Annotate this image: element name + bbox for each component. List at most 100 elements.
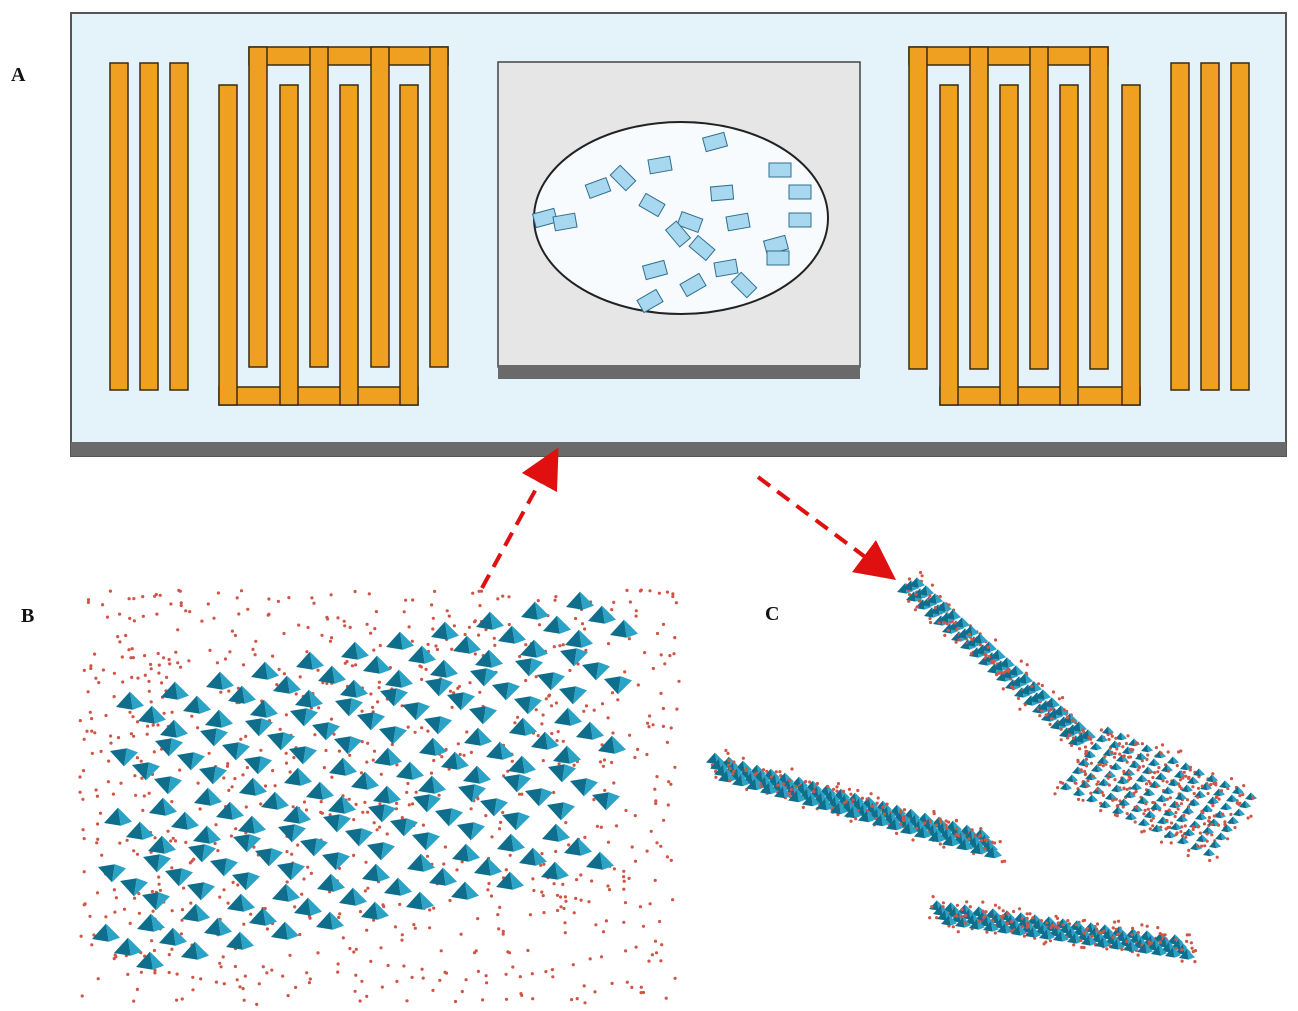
atom-icon	[885, 802, 889, 806]
atom-icon	[881, 805, 885, 809]
tetrahedron-icon	[474, 857, 491, 876]
atom-icon	[1099, 801, 1103, 805]
atom-icon	[826, 785, 830, 789]
atom-icon	[1174, 946, 1178, 951]
atom-icon	[440, 755, 444, 759]
tetrahedron-icon	[933, 905, 943, 916]
tetrahedron-face-icon	[230, 801, 244, 820]
atom-icon	[1079, 938, 1083, 943]
atom-icon	[1017, 907, 1022, 911]
atom-icon	[551, 975, 555, 979]
atom-icon	[985, 930, 989, 934]
tetrahedron-icon	[542, 823, 559, 842]
atom-icon	[1152, 771, 1157, 775]
tetrahedron-icon	[206, 671, 223, 690]
atom-icon	[336, 616, 340, 620]
tetrahedron-face-icon	[466, 843, 480, 862]
atom-icon	[1125, 939, 1129, 944]
atom-icon	[1215, 855, 1219, 859]
tetrahedron-face-icon	[1159, 945, 1167, 956]
atom-icon	[288, 953, 292, 957]
atom-icon	[95, 841, 99, 845]
atom-icon	[1242, 784, 1246, 788]
atom-icon	[132, 849, 136, 853]
atom-icon	[1114, 927, 1118, 931]
atom-icon	[649, 829, 653, 833]
atom-icon	[774, 770, 778, 774]
sample-pad	[497, 61, 861, 379]
tetrahedron-face-icon	[1124, 798, 1130, 807]
tetrahedron-icon	[1137, 796, 1145, 805]
atom-icon	[1129, 747, 1133, 751]
tetrahedron-face-icon	[1103, 756, 1109, 765]
tetrahedron-icon	[1078, 758, 1086, 767]
atom-icon	[93, 731, 97, 735]
atom-icon	[1210, 833, 1214, 837]
tetrahedron-face-icon	[465, 881, 479, 900]
atom-icon	[556, 730, 560, 734]
atom-icon	[1207, 819, 1211, 823]
tetrahedron-icon	[480, 798, 497, 817]
atom-icon	[1136, 768, 1140, 772]
atom-icon	[928, 916, 932, 920]
atom-icon	[448, 898, 452, 903]
tetrahedron-icon	[435, 808, 452, 827]
atom-icon	[606, 642, 611, 646]
atom-icon	[1136, 953, 1140, 957]
tetrahedron-face-icon	[1199, 768, 1205, 777]
tetrahedron-icon	[294, 897, 311, 916]
tetrahedron-icon	[114, 937, 131, 956]
flake-icon	[713, 258, 739, 278]
tetrahedron-face-icon	[1213, 796, 1219, 805]
atom-icon	[630, 845, 634, 849]
tetrahedron-icon	[1196, 834, 1204, 843]
tetrahedron-face-icon	[398, 877, 412, 896]
atom-icon	[1151, 800, 1155, 805]
tetrahedron-face-icon	[596, 662, 610, 681]
atom-icon	[235, 596, 239, 600]
atom-icon	[1200, 844, 1204, 848]
atom-icon	[354, 663, 358, 667]
atom-icon	[788, 778, 792, 783]
atom-icon	[78, 775, 82, 779]
atom-icon	[641, 924, 646, 928]
tetrahedron-icon	[1047, 708, 1057, 719]
atom-icon	[1128, 755, 1133, 759]
atom-icon	[306, 625, 310, 630]
tetrahedron-face-icon	[561, 802, 575, 821]
tetrahedron-icon	[126, 821, 143, 840]
atom-icon	[851, 798, 855, 802]
tetrahedron-icon	[718, 770, 729, 783]
atom-icon	[1155, 784, 1159, 789]
atom-icon	[1083, 918, 1087, 922]
atom-icon	[1184, 835, 1188, 839]
atom-icon	[469, 807, 473, 811]
tetrahedron-icon	[1187, 776, 1195, 785]
tetrahedron-face-icon	[152, 705, 166, 724]
atom-icon	[659, 653, 663, 657]
atom-icon	[369, 959, 373, 964]
atom-icon	[1170, 821, 1174, 825]
atom-icon	[214, 823, 218, 827]
tetrahedron-icon	[200, 728, 217, 747]
atom-icon	[242, 998, 246, 1002]
tetrahedron-icon	[503, 774, 520, 793]
atom-icon	[455, 868, 459, 872]
atom-icon	[191, 988, 195, 992]
atom-icon	[226, 901, 230, 905]
atom-icon	[675, 707, 679, 711]
atom-icon	[244, 805, 248, 809]
atom-icon	[467, 625, 471, 629]
tetrahedron-face-icon	[1061, 931, 1069, 942]
atom-icon	[218, 895, 222, 899]
atom-icon	[1166, 825, 1170, 830]
atom-icon	[978, 834, 982, 838]
atom-icon	[137, 911, 141, 915]
atom-icon	[636, 747, 640, 752]
atom-icon	[999, 671, 1003, 675]
atom-icon	[341, 936, 345, 940]
atom-icon	[942, 620, 946, 624]
tetrahedron-icon	[1050, 719, 1060, 730]
atom-icon	[352, 853, 356, 858]
atom-icon	[438, 978, 442, 983]
